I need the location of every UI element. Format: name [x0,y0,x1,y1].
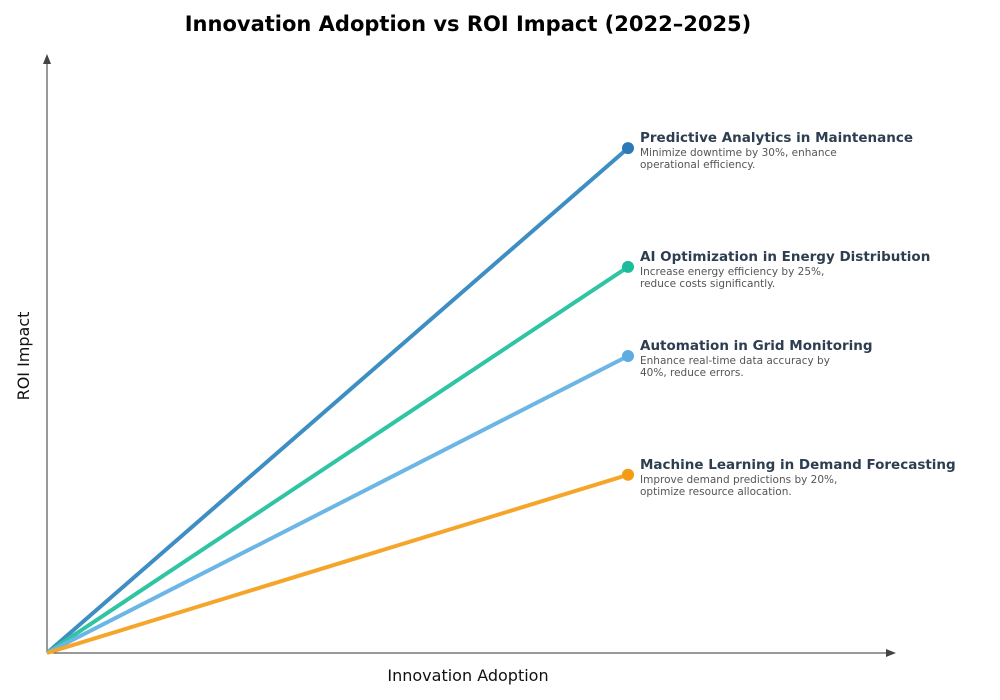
x-axis-label: Innovation Adoption [387,666,548,685]
series-description: Minimize downtime by 30%, enhance [640,147,837,159]
chart-title: Innovation Adoption vs ROI Impact (2022–… [185,12,752,36]
data-point [622,260,634,273]
series-line [45,146,630,655]
series-description: optimize resource allocation. [640,486,792,498]
data-point [622,468,634,481]
series-line [46,354,629,655]
series-line [46,472,629,655]
series-3: Machine Learning in Demand ForecastingIm… [46,457,956,655]
y-axis-label: ROI Impact [14,312,33,401]
series-description: 40%, reduce errors. [640,367,744,379]
series-description: reduce costs significantly. [640,278,775,290]
series-label: Machine Learning in Demand Forecasting [640,457,956,473]
data-point [622,142,634,155]
series-1: AI Optimization in Energy DistributionIn… [45,249,930,655]
series-description: Increase energy efficiency by 25%, [640,266,824,278]
data-point [622,350,634,362]
series-description: operational efficiency. [640,159,755,171]
y-axis-arrow [43,54,51,64]
series-label: Predictive Analytics in Maintenance [640,130,913,146]
series-label: AI Optimization in Energy Distribution [640,249,930,265]
series-label: Automation in Grid Monitoring [640,338,873,354]
series-description: Improve demand predictions by 20%, [640,474,837,486]
series-0: Predictive Analytics in MaintenanceMinim… [45,130,913,655]
series-line [45,265,630,655]
x-axis-arrow [886,649,896,657]
series-description: Enhance real-time data accuracy by [640,355,830,367]
